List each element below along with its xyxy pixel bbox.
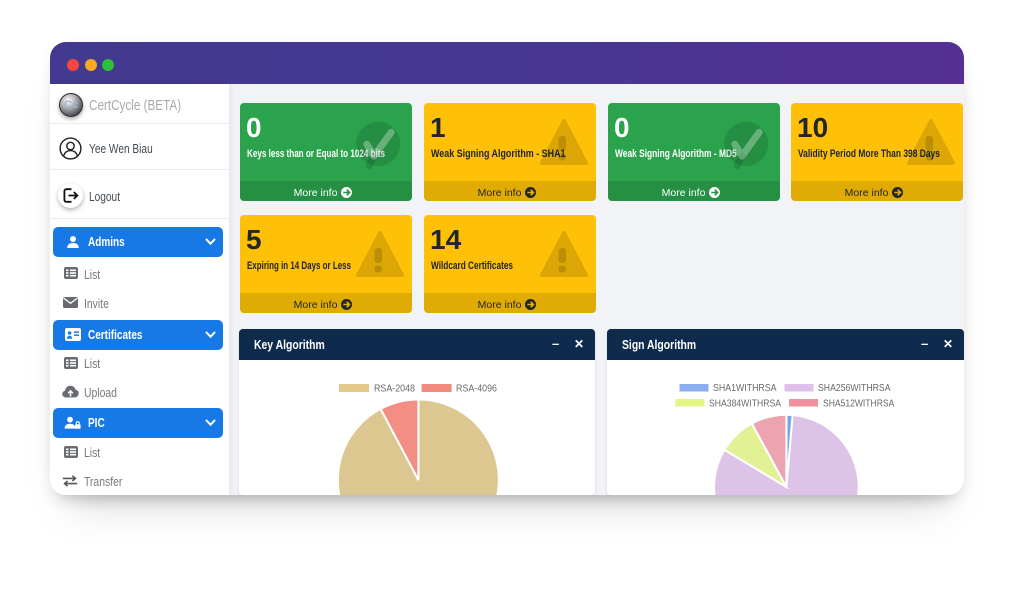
svg-text:RSA-4096: RSA-4096 — [456, 384, 497, 395]
svg-text:RSA-2048: RSA-2048 — [374, 384, 415, 395]
svg-text:SHA384WITHRSA: SHA384WITHRSA — [709, 399, 781, 410]
svg-text:SHA256WITHRSA: SHA256WITHRSA — [818, 383, 891, 394]
svg-text:SHA1WITHRSA: SHA1WITHRSA — [713, 383, 777, 394]
svg-text:SHA512WITHRSA: SHA512WITHRSA — [823, 399, 895, 410]
